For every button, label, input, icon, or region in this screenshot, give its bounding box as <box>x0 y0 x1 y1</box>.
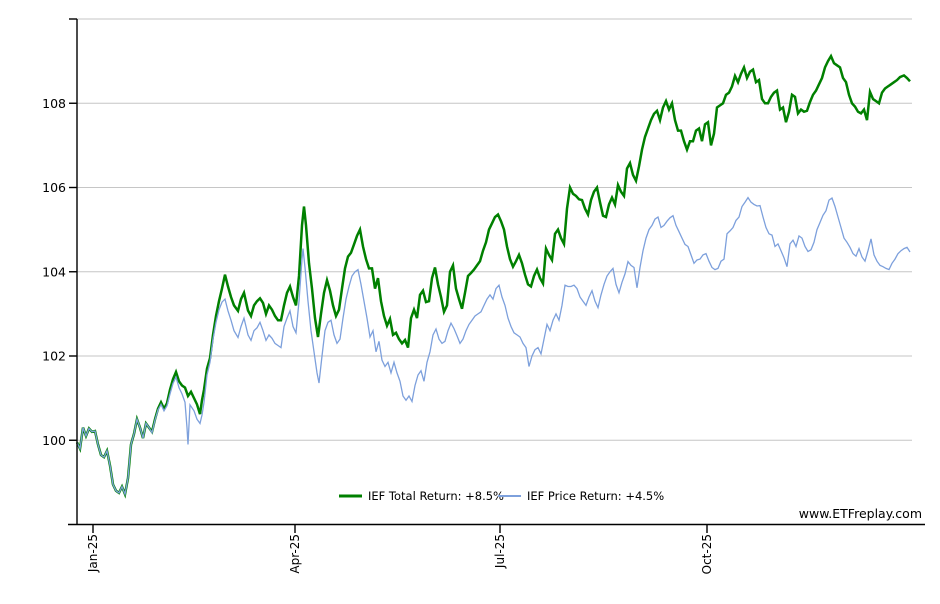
axis-ticks-and-labels: 100 102 104 106 108 Jan-25 Apr-25 Jul-25 Oct-25 <box>42 18 714 574</box>
gridlines <box>77 18 912 441</box>
y-tick-label-104: 104 <box>42 264 66 279</box>
y-tick-label-100: 100 <box>42 433 66 448</box>
total-return-series <box>75 53 911 499</box>
y-tick-label-108: 108 <box>42 96 66 111</box>
chart-legend: IEF Total Return: +8.5% IEF Price Return… <box>339 489 664 503</box>
legend-total-return-label: IEF Total Return: +8.5% <box>368 489 504 503</box>
series-lines <box>75 53 911 499</box>
x-tick-label-Apr-25: Apr-25 <box>288 534 302 574</box>
watermark: www.ETFreplay.com <box>799 506 922 521</box>
price-return-series <box>76 196 911 497</box>
x-tick-label-Oct-25: Oct-25 <box>700 534 714 574</box>
x-tick-label-Jul-25: Jul-25 <box>493 534 507 569</box>
y-tick-label-102: 102 <box>42 349 66 364</box>
legend-price-return-label: IEF Price Return: +4.5% <box>527 489 664 503</box>
y-tick-label-106: 106 <box>42 180 66 195</box>
x-tick-label-Jan-25: Jan-25 <box>86 534 100 573</box>
